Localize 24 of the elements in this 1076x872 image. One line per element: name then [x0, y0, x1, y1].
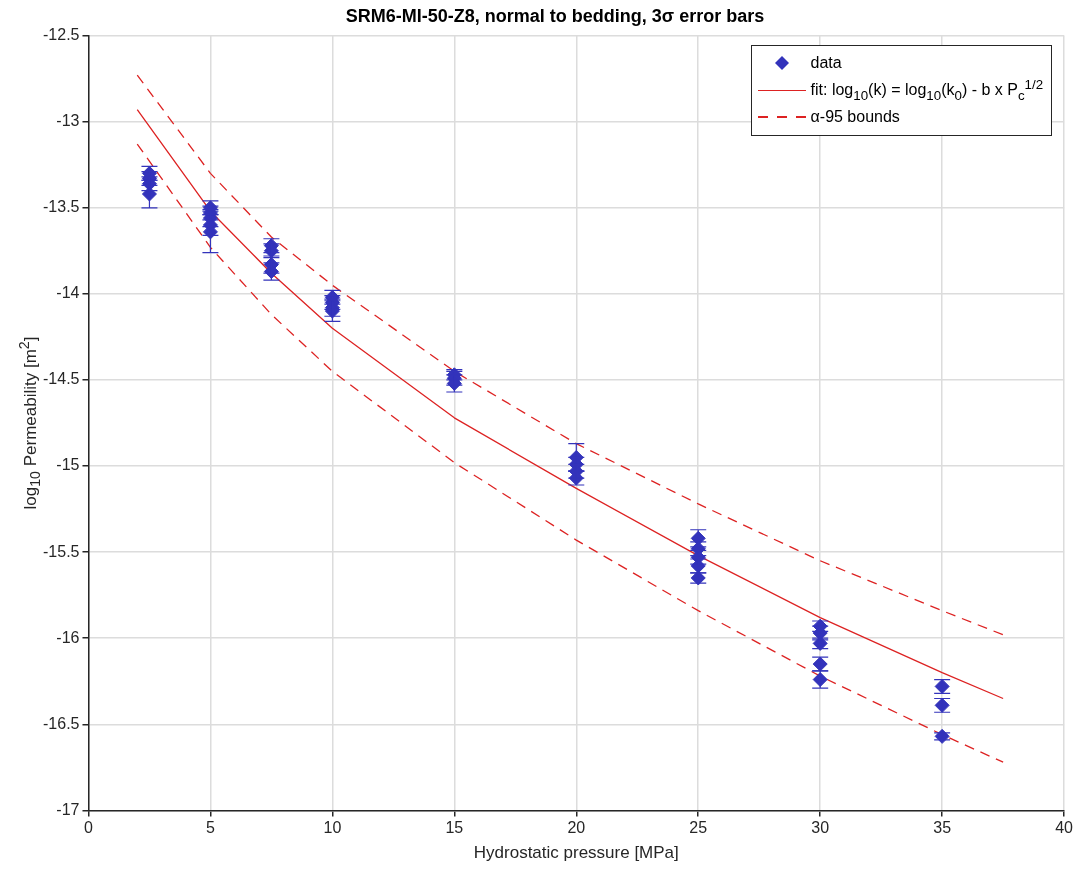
x-tick-label: 5 [205, 819, 215, 837]
x-tick-label: 30 [811, 819, 830, 837]
x-tick-label: 40 [1055, 819, 1074, 837]
y-tick-label: -13 [56, 112, 80, 130]
x-axis-title: Hydrostatic pressure [MPa] [473, 843, 679, 863]
y-tick-label: -17 [56, 800, 80, 818]
x-tick-label: 25 [689, 819, 708, 837]
x-tick-label: 0 [84, 819, 94, 837]
x-tick-label: 20 [567, 819, 586, 837]
line-series [136, 74, 1004, 636]
y-tick-label: -13.5 [43, 198, 80, 216]
y-tick-label: -16 [56, 628, 80, 646]
y-tick-label: -14 [56, 284, 80, 302]
y-tick-label: -15.5 [43, 542, 80, 560]
y-tick-label: -15 [56, 456, 80, 474]
y-tick-label: -14.5 [43, 370, 80, 388]
chart-title: SRM6-MI-50-Z8, normal to bedding, 3σ error bars [345, 5, 765, 26]
y-tick-label: -16.5 [43, 714, 80, 732]
legend-label: α-95 bounds [810, 108, 900, 127]
y-tick-label: -12.5 [43, 26, 80, 44]
x-tick-label: 15 [445, 819, 464, 837]
legend-label: data [810, 54, 842, 73]
x-tick-label: 35 [933, 819, 952, 837]
x-tick-label: 10 [323, 819, 342, 837]
